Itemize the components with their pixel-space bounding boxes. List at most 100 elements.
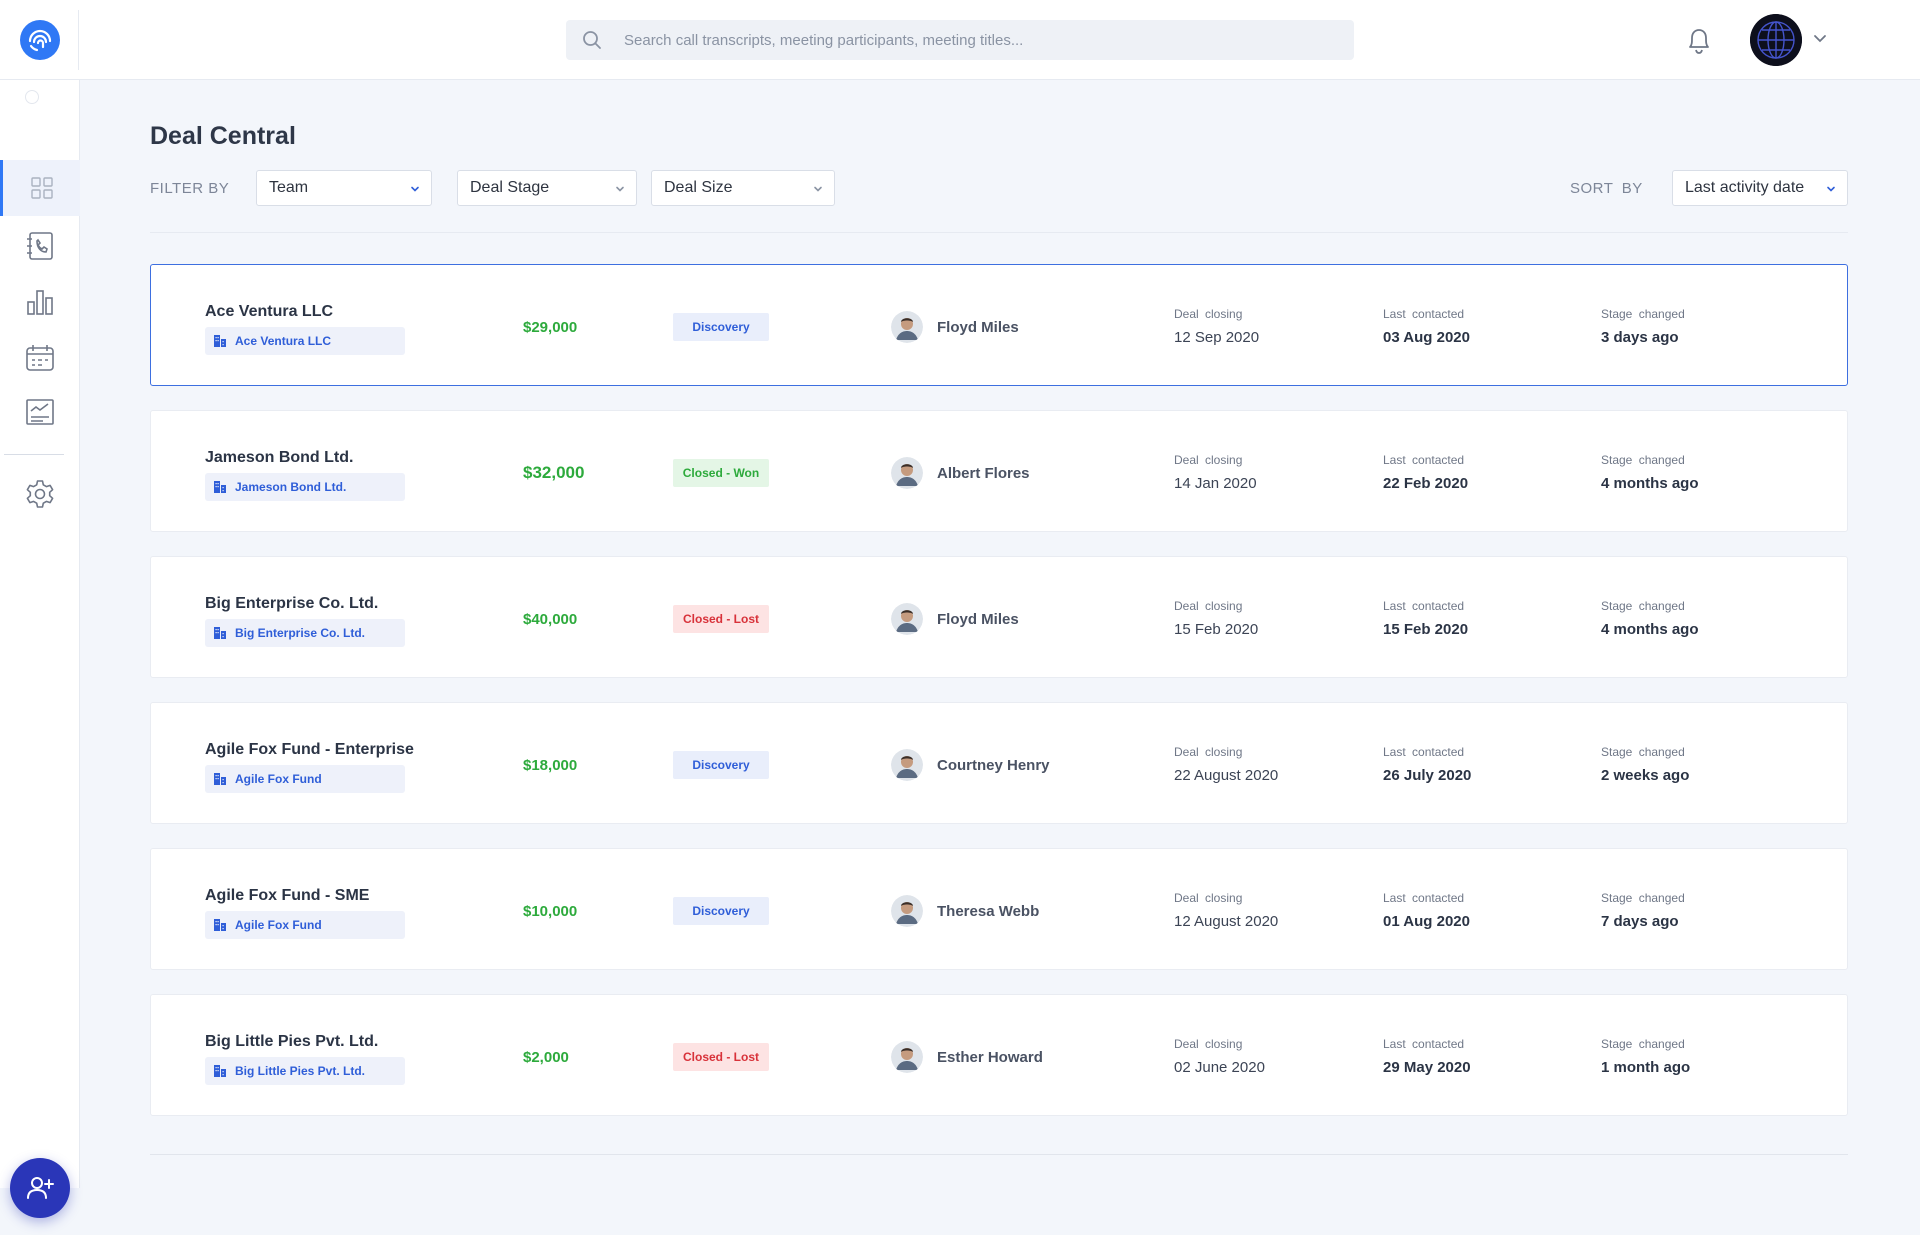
stage-badge: Discovery	[673, 897, 769, 925]
building-icon	[214, 1065, 226, 1077]
list-end-rule	[150, 1154, 1848, 1155]
deal-name[interactable]: Jameson Bond Ltd.	[205, 449, 354, 466]
deal-card[interactable]: Agile Fox Fund - SME Agile Fox Fund $10,…	[150, 848, 1848, 970]
calendar-icon	[26, 345, 54, 371]
deal-closing-label: Deal closing	[1174, 599, 1243, 613]
owner-name[interactable]: Albert Flores	[937, 465, 1030, 482]
deal-size-filter-value: Deal Size	[664, 179, 733, 196]
owner-name[interactable]: Floyd Miles	[937, 611, 1019, 628]
chevron-down-icon	[411, 186, 419, 192]
notification-bell-icon[interactable]	[1684, 24, 1714, 56]
deal-amount: $29,000	[523, 319, 578, 336]
account-tag[interactable]: Big Enterprise Co. Ltd.	[205, 619, 405, 647]
deal-card[interactable]: Big Little Pies Pvt. Ltd. Big Little Pie…	[150, 994, 1848, 1116]
account-tag[interactable]: Ace Ventura LLC	[205, 327, 405, 355]
account-name: Agile Fox Fund	[235, 918, 322, 932]
account-name: Big Enterprise Co. Ltd.	[235, 626, 366, 640]
sidebar-item-reports[interactable]	[0, 384, 80, 440]
account-tag[interactable]: Agile Fox Fund	[205, 765, 405, 793]
last-contacted-date: 26 July 2020	[1383, 767, 1472, 784]
stage-changed-label: Stage changed	[1601, 307, 1685, 321]
collapse-indicator-icon[interactable]	[25, 90, 39, 104]
account-tag[interactable]: Agile Fox Fund	[205, 911, 405, 939]
app-logo-icon[interactable]	[20, 20, 60, 60]
deal-amount: $40,000	[523, 611, 578, 628]
stage-changed-label: Stage changed	[1601, 599, 1685, 613]
deal-closing-label: Deal closing	[1174, 453, 1243, 467]
owner-name[interactable]: Courtney Henry	[937, 757, 1050, 774]
sort-value: Last activity date	[1685, 179, 1805, 196]
sidebar-divider	[4, 454, 64, 455]
owner-avatar	[891, 603, 923, 635]
deal-closing-date: 12 August 2020	[1174, 913, 1279, 930]
account-name: Jameson Bond Ltd.	[235, 480, 347, 494]
deal-card[interactable]: Jameson Bond Ltd. Jameson Bond Ltd. $32,…	[150, 410, 1848, 532]
stage-badge: Closed - Lost	[673, 605, 769, 633]
sort-by-label: SORT BY	[1570, 180, 1643, 197]
call-log-icon	[27, 232, 53, 260]
deal-card[interactable]: Agile Fox Fund - Enterprise Agile Fox Fu…	[150, 702, 1848, 824]
header-divider	[78, 10, 79, 70]
sidebar-item-settings[interactable]	[0, 466, 80, 522]
stage-changed-value: 7 days ago	[1601, 913, 1679, 930]
chevron-down-icon	[616, 186, 624, 192]
deal-closing-date: 12 Sep 2020	[1174, 329, 1260, 346]
deal-name[interactable]: Agile Fox Fund - Enterprise	[205, 741, 414, 758]
add-user-icon	[27, 1177, 54, 1199]
deal-stage-filter-dropdown[interactable]: Deal Stage	[457, 170, 637, 206]
owner-name[interactable]: Esther Howard	[937, 1049, 1043, 1066]
deal-name[interactable]: Agile Fox Fund - SME	[205, 887, 370, 904]
last-contacted-label: Last contacted	[1383, 307, 1465, 321]
account-name: Big Little Pies Pvt. Ltd.	[235, 1064, 366, 1078]
owner-name[interactable]: Theresa Webb	[937, 903, 1040, 920]
stage-badge: Discovery	[673, 751, 769, 779]
deal-closing-date: 02 June 2020	[1174, 1059, 1265, 1076]
report-icon	[26, 399, 54, 425]
last-contacted-label: Last contacted	[1383, 453, 1465, 467]
owner-name[interactable]: Floyd Miles	[937, 319, 1019, 336]
top-bar	[0, 0, 1920, 80]
deal-card[interactable]: Ace Ventura LLC Ace Ventura LLC $29,000 …	[150, 264, 1848, 386]
deal-closing-label: Deal closing	[1174, 891, 1243, 905]
sidebar-item-calendar[interactable]	[0, 330, 80, 386]
sidebar-item-dashboard[interactable]	[0, 160, 80, 216]
deal-size-filter-dropdown[interactable]: Deal Size	[651, 170, 835, 206]
sidebar-item-analytics[interactable]	[0, 274, 80, 330]
building-icon	[214, 335, 226, 347]
deal-closing-label: Deal closing	[1174, 745, 1243, 759]
last-contacted-label: Last contacted	[1383, 1037, 1465, 1051]
stage-changed-value: 4 months ago	[1601, 621, 1699, 638]
account-menu-chevron-icon[interactable]	[1812, 30, 1828, 46]
deal-name[interactable]: Ace Ventura LLC	[205, 303, 334, 320]
team-filter-value: Team	[269, 179, 309, 196]
building-icon	[214, 919, 226, 931]
search-input[interactable]	[624, 31, 1324, 49]
deal-name[interactable]: Big Enterprise Co. Ltd.	[205, 595, 379, 612]
owner-avatar	[891, 749, 923, 781]
owner-avatar	[891, 311, 923, 343]
user-avatar[interactable]	[1750, 14, 1802, 66]
building-icon	[214, 481, 226, 493]
team-filter-dropdown[interactable]: Team	[256, 170, 432, 206]
stage-changed-value: 1 month ago	[1601, 1059, 1691, 1076]
stage-changed-value: 4 months ago	[1601, 475, 1699, 492]
deal-amount: $18,000	[523, 757, 578, 774]
add-user-button[interactable]	[10, 1158, 70, 1218]
deal-closing-date: 22 August 2020	[1174, 767, 1279, 784]
account-tag[interactable]: Big Little Pies Pvt. Ltd.	[205, 1057, 405, 1085]
search-bar[interactable]	[566, 20, 1354, 60]
deal-name[interactable]: Big Little Pies Pvt. Ltd.	[205, 1033, 379, 1050]
account-name: Ace Ventura LLC	[235, 334, 332, 348]
deal-card[interactable]: Big Enterprise Co. Ltd. Big Enterprise C…	[150, 556, 1848, 678]
sidebar-item-call-log[interactable]	[0, 218, 80, 274]
last-contacted-label: Last contacted	[1383, 599, 1465, 613]
stage-badge: Discovery	[673, 313, 769, 341]
bar-chart-icon	[27, 290, 53, 315]
sort-dropdown[interactable]: Last activity date	[1672, 170, 1848, 206]
deal-closing-label: Deal closing	[1174, 307, 1243, 321]
last-contacted-label: Last contacted	[1383, 891, 1465, 905]
account-tag[interactable]: Jameson Bond Ltd.	[205, 473, 405, 501]
last-contacted-date: 01 Aug 2020	[1383, 913, 1470, 930]
deal-closing-label: Deal closing	[1174, 1037, 1243, 1051]
last-contacted-label: Last contacted	[1383, 745, 1465, 759]
